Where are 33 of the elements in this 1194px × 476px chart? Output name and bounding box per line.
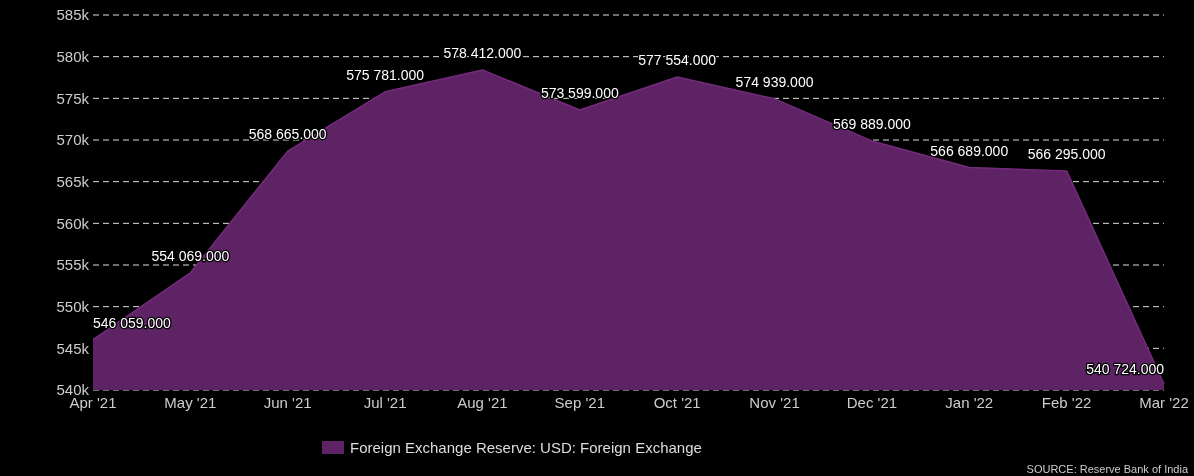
x-tick-label: Oct '21 [653,394,701,411]
data-label: 573 599.000 [540,85,619,102]
y-tick-label: 550k [56,297,90,315]
y-tick-label: 585k [56,6,90,24]
data-label: 574 939.000 [735,73,814,90]
x-tick-label: Feb '22 [1041,394,1092,411]
y-tick-label: 570k [56,131,90,149]
data-label: 568 665.000 [248,126,327,143]
x-tick-label: Dec '21 [846,394,898,411]
data-label: 546 059.000 [93,314,172,331]
data-label: 569 889.000 [832,115,912,132]
y-tick-label: 575k [56,89,90,107]
x-tick-label: Jun '21 [263,394,312,411]
data-label: 577 554.000 [638,52,717,69]
data-label: 540 724.000 [1086,360,1165,377]
x-tick-label: Jul '21 [363,394,407,411]
y-tick-label: 565k [56,172,90,190]
legend-label: Foreign Exchange Reserve: USD: Foreign Exchange [350,438,702,456]
y-tick-label: 580k [56,47,90,65]
x-tick-label: Sep '21 [554,394,606,411]
source-note: SOURCE: Reserve Bank of India [1026,463,1189,475]
data-label: 566 689.000 [930,142,1009,159]
data-label: 554 069.000 [151,247,230,264]
y-tick-label: 545k [56,339,90,357]
data-label: 566 295.000 [1027,145,1106,162]
x-tick-label: Nov '21 [749,394,800,411]
x-tick-label: Aug '21 [457,394,508,411]
y-tick-label: 555k [56,256,90,274]
x-tick-label: Mar '22 [1139,394,1189,411]
x-tick-label: May '21 [164,394,217,411]
x-tick-label: Jan '22 [945,394,994,411]
data-label: 575 781.000 [346,66,425,83]
y-tick-label: 560k [56,214,90,232]
